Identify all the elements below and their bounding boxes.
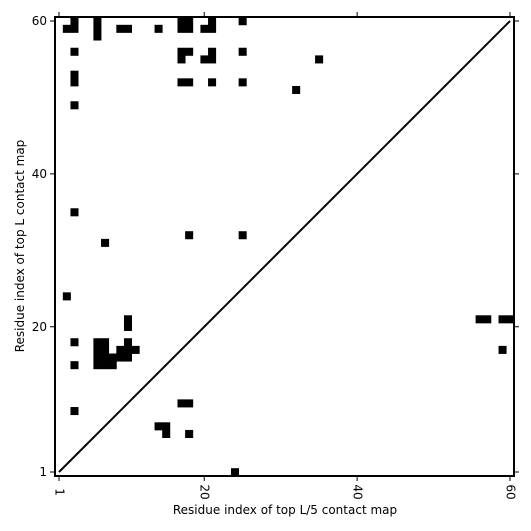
y-tick-label: 1 — [39, 465, 47, 479]
contact-cell — [131, 345, 140, 354]
contact-cell — [238, 231, 247, 240]
contact-cell — [116, 353, 125, 362]
x-tick-label: 1 — [53, 488, 67, 496]
x-axis-label: Residue index of top L/5 contact map — [173, 503, 397, 517]
contact-cell — [101, 361, 110, 370]
contact-cell — [70, 208, 79, 217]
contact-cell — [498, 315, 507, 324]
contact-cell — [208, 55, 217, 64]
contact-cell — [177, 55, 186, 64]
x-axis-ticks: 1 20 40 60 — [53, 12, 518, 500]
y-axis-ticks: 1 20 40 60 — [32, 14, 519, 479]
contact-cell — [93, 345, 102, 354]
contact-cell — [101, 345, 110, 354]
x-tick-label: 40 — [351, 484, 365, 499]
contact-cell — [200, 24, 209, 33]
contact-cell — [498, 345, 507, 354]
contact-cell — [93, 17, 102, 26]
contact-cell — [93, 353, 102, 362]
contact-cell — [208, 47, 217, 56]
contact-cell — [70, 70, 79, 79]
contact-cell — [116, 24, 125, 33]
contact-cell — [185, 399, 194, 408]
contact-cells — [62, 17, 515, 477]
contact-cell — [70, 17, 79, 26]
contact-cell — [177, 78, 186, 87]
contact-cell — [475, 315, 484, 324]
y-tick-label: 40 — [32, 167, 47, 181]
contact-cell — [208, 78, 217, 87]
contact-cell — [506, 315, 515, 324]
contact-cell — [238, 17, 247, 26]
contact-cell — [116, 345, 125, 354]
contact-cell — [162, 429, 171, 438]
contact-cell — [123, 338, 133, 347]
contact-cell — [177, 399, 186, 408]
contact-cell — [93, 361, 102, 370]
contact-cell — [123, 322, 133, 331]
contact-cell — [70, 78, 79, 87]
contact-cell — [70, 407, 79, 416]
contact-cell — [315, 55, 324, 64]
contact-cell — [208, 24, 217, 33]
contact-cell — [70, 47, 79, 56]
contact-cell — [185, 24, 194, 33]
contact-cell — [93, 32, 102, 41]
contact-cell — [108, 361, 117, 370]
contact-cell — [123, 345, 133, 354]
contact-cell — [70, 101, 79, 110]
contact-cell — [93, 338, 102, 347]
contact-cell — [154, 24, 163, 33]
contact-cell — [108, 353, 117, 362]
contact-cell — [123, 315, 133, 324]
contact-cell — [185, 17, 194, 26]
contact-cell — [101, 338, 110, 347]
diagonal-line — [58, 20, 511, 473]
contact-cell — [230, 468, 240, 477]
contact-cell — [93, 24, 102, 33]
contact-cell — [177, 47, 186, 56]
contact-cell — [238, 47, 247, 56]
contact-cell — [200, 55, 209, 64]
contact-cell — [292, 85, 301, 95]
y-axis-label: Residue index of top L contact map — [13, 140, 27, 353]
y-tick-label: 20 — [32, 320, 47, 334]
plot-frame — [54, 16, 515, 477]
contact-cell — [185, 429, 194, 438]
contact-cell — [483, 315, 492, 324]
contact-cell — [123, 353, 133, 362]
contact-cell — [62, 292, 71, 301]
contact-cell — [208, 17, 217, 26]
contact-cell — [70, 338, 79, 347]
contact-cell — [101, 238, 110, 247]
y-tick-label: 60 — [32, 14, 47, 28]
contact-cell — [162, 422, 171, 431]
contact-cell — [101, 353, 110, 362]
x-tick-label: 20 — [198, 484, 212, 499]
contact-cell — [177, 17, 186, 26]
contact-cell — [185, 231, 194, 240]
contact-cell — [70, 24, 79, 33]
contact-cell — [123, 24, 133, 33]
x-tick-label: 60 — [504, 484, 518, 499]
contact-cell — [238, 78, 247, 87]
contact-cell — [154, 422, 163, 431]
contact-cell — [185, 47, 194, 56]
contact-cell — [62, 24, 71, 33]
contact-cell — [70, 361, 79, 370]
contact-cell — [185, 78, 194, 87]
contact-cell — [177, 24, 186, 33]
